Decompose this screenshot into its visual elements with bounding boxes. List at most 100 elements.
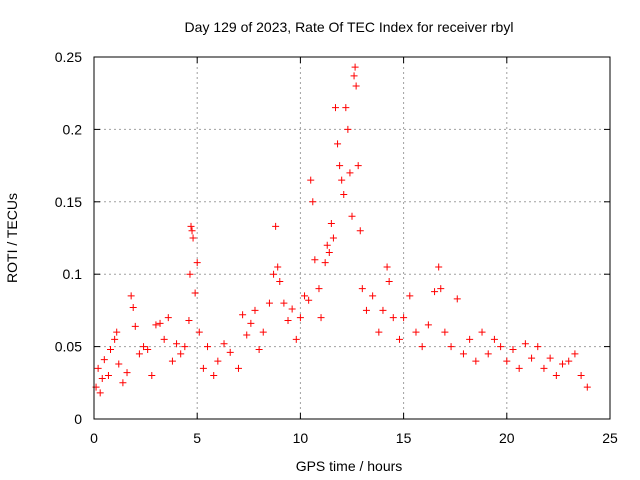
data-point	[351, 63, 359, 71]
data-point	[362, 306, 370, 314]
data-point	[188, 227, 196, 235]
grid-lines	[94, 57, 610, 419]
data-point	[447, 343, 455, 351]
data-point	[503, 357, 511, 365]
y-tick-label: 0.1	[63, 266, 83, 282]
data-point	[191, 289, 199, 297]
data-point	[144, 345, 152, 353]
data-point	[131, 322, 139, 330]
data-point	[119, 379, 127, 387]
data-point	[272, 222, 280, 230]
data-point	[327, 220, 335, 228]
data-point	[497, 343, 505, 351]
data-point	[94, 364, 102, 372]
data-point	[115, 360, 123, 368]
data-point	[187, 222, 195, 230]
axes: 0 5 10 15 20 25 0 0.05 0.1 0.15 0.2 0.25	[55, 49, 618, 446]
data-point	[315, 285, 323, 293]
data-point	[472, 357, 480, 365]
data-point	[350, 72, 358, 80]
data-point	[127, 292, 135, 300]
data-point	[160, 335, 168, 343]
data-point	[135, 350, 143, 358]
data-point	[509, 345, 517, 353]
data-point	[247, 319, 255, 327]
data-point	[323, 241, 331, 249]
data-point	[296, 314, 304, 322]
data-point	[259, 328, 267, 336]
data-point	[528, 354, 536, 362]
data-point	[140, 343, 148, 351]
data-point	[329, 234, 337, 242]
x-tick-label: 5	[193, 430, 201, 446]
data-point	[395, 335, 403, 343]
data-point	[521, 340, 529, 348]
data-point	[435, 263, 443, 271]
data-point	[239, 311, 247, 319]
data-point	[577, 372, 585, 380]
data-point	[346, 169, 354, 177]
data-point	[305, 296, 313, 304]
data-point	[358, 285, 366, 293]
data-point	[424, 321, 432, 329]
data-point	[185, 317, 193, 325]
data-point	[177, 350, 185, 358]
x-tick-label: 20	[499, 430, 515, 446]
data-point	[168, 357, 176, 365]
x-axis-label: GPS time / hours	[296, 458, 403, 474]
data-point	[546, 354, 554, 362]
data-point	[459, 350, 467, 358]
data-point	[301, 292, 309, 300]
data-point	[565, 357, 573, 365]
data-point	[383, 263, 391, 271]
data-point	[338, 176, 346, 184]
data-point	[325, 248, 333, 256]
y-tick-label: 0	[74, 411, 82, 427]
data-point	[210, 372, 218, 380]
data-point	[274, 263, 282, 271]
data-point	[311, 256, 319, 264]
plot-frame	[93, 56, 611, 420]
data-point	[214, 357, 222, 365]
data-point	[431, 288, 439, 296]
data-point	[195, 328, 203, 336]
data-point	[571, 350, 579, 358]
data-point	[100, 356, 108, 364]
data-point	[352, 82, 360, 90]
data-point	[129, 304, 137, 312]
data-point	[334, 140, 342, 148]
data-point	[466, 335, 474, 343]
data-point	[559, 360, 567, 368]
data-point	[164, 314, 172, 322]
data-point	[375, 328, 383, 336]
data-point	[340, 191, 348, 199]
data-point	[336, 162, 344, 170]
data-point	[342, 104, 350, 112]
data-point	[412, 328, 420, 336]
data-point	[181, 343, 189, 351]
data-point	[369, 292, 377, 300]
data-point	[344, 125, 352, 133]
data-point	[113, 328, 121, 336]
chart-title: Day 129 of 2023, Rate Of TEC Index for r…	[185, 19, 514, 35]
data-point	[270, 270, 278, 278]
data-point	[98, 374, 106, 382]
data-point	[385, 277, 393, 285]
y-tick-label: 0.15	[55, 194, 82, 210]
data-point	[234, 364, 242, 372]
data-point	[534, 343, 542, 351]
data-point	[453, 295, 461, 303]
data-markers	[92, 63, 591, 397]
data-point	[540, 364, 548, 372]
data-point	[309, 198, 317, 206]
data-point	[348, 212, 356, 220]
data-point	[243, 331, 251, 339]
x-tick-label: 10	[293, 430, 309, 446]
data-point	[583, 383, 591, 391]
y-tick-label: 0.2	[63, 121, 83, 137]
data-point	[288, 305, 296, 313]
data-point	[107, 345, 115, 353]
data-point	[379, 306, 387, 314]
data-point	[189, 234, 197, 242]
